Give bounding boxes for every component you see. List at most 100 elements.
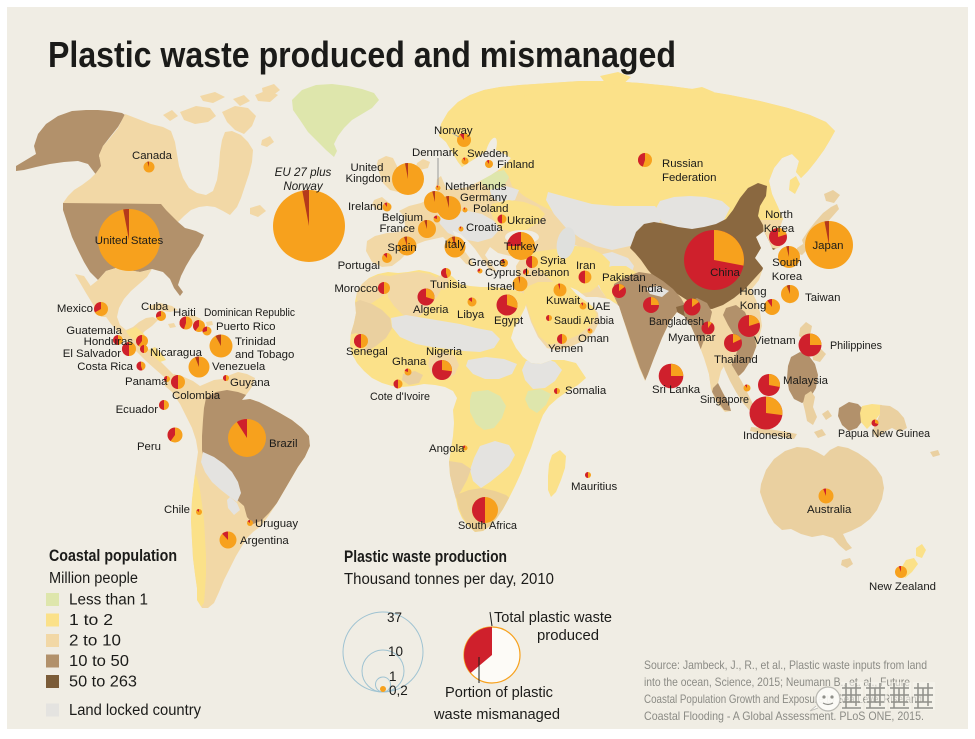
svg-text:Croatia: Croatia (466, 222, 503, 234)
svg-text:Korea: Korea (772, 271, 803, 283)
svg-text:Source: Jambeck, J., R., et al: Source: Jambeck, J., R., et al., Plastic… (644, 658, 927, 672)
svg-text:Mauritius: Mauritius (571, 481, 618, 493)
svg-text:Canada: Canada (132, 150, 173, 162)
svg-text:Puerto Rico: Puerto Rico (216, 321, 276, 333)
svg-text:United: United (351, 162, 384, 174)
svg-text:China: China (710, 267, 740, 279)
svg-text:Morocco: Morocco (334, 283, 378, 295)
svg-text:Plastic waste produced and mis: Plastic waste produced and mismanaged (48, 34, 676, 75)
svg-text:Oman: Oman (578, 333, 609, 345)
svg-text:Germany: Germany (460, 192, 507, 204)
svg-text:Mexico: Mexico (57, 303, 93, 315)
svg-text:Japan: Japan (812, 240, 843, 252)
svg-text:Malaysia: Malaysia (783, 375, 829, 387)
svg-text:Argentina: Argentina (240, 535, 289, 547)
svg-text:Taiwan: Taiwan (805, 292, 840, 304)
svg-text:Indonesia: Indonesia (743, 430, 793, 442)
svg-text:Coastal population: Coastal population (49, 547, 177, 565)
svg-text:United States: United States (95, 235, 164, 247)
svg-text:Poland: Poland (473, 203, 508, 215)
svg-text:Egypt: Egypt (494, 315, 524, 327)
svg-text:Brazil: Brazil (269, 438, 297, 450)
svg-text:Colombia: Colombia (172, 390, 221, 402)
svg-text:10: 10 (388, 644, 403, 659)
svg-text:Finland: Finland (497, 159, 534, 171)
svg-text:EU 27 plus: EU 27 plus (275, 166, 332, 179)
svg-text:North: North (765, 209, 793, 221)
svg-text:Italy: Italy (445, 239, 466, 251)
svg-text:Sweden: Sweden (467, 148, 508, 160)
svg-text:Russian: Russian (662, 158, 703, 170)
svg-text:Cuba: Cuba (141, 301, 169, 313)
svg-text:Ireland: Ireland (348, 201, 383, 213)
svg-text:Dominican Republic: Dominican Republic (204, 307, 295, 319)
svg-text:Cyprus: Cyprus (485, 267, 521, 279)
svg-text:Lebanon: Lebanon (525, 267, 569, 279)
svg-text:Less than 1: Less than 1 (69, 592, 148, 609)
svg-text:10 to 50: 10 to 50 (69, 653, 129, 670)
svg-text:Belgium: Belgium (382, 212, 423, 224)
svg-text:Somalia: Somalia (565, 385, 607, 397)
svg-text:Israel: Israel (487, 281, 515, 293)
svg-text:2 to 10: 2 to 10 (69, 633, 121, 650)
svg-text:UAE: UAE (587, 301, 611, 313)
svg-text:Haiti: Haiti (173, 307, 196, 319)
svg-text:Venezuela: Venezuela (212, 361, 266, 373)
svg-text:Angola: Angola (429, 443, 465, 455)
svg-text:Norway: Norway (283, 180, 324, 193)
svg-text:Guatemala: Guatemala (66, 325, 122, 337)
svg-text:France: France (380, 223, 415, 235)
svg-text:New Zealand: New Zealand (869, 581, 936, 593)
svg-text:Greece: Greece (468, 257, 505, 269)
svg-text:Iran: Iran (576, 260, 596, 272)
svg-text:Australia: Australia (807, 504, 852, 516)
svg-text:Ecuador: Ecuador (116, 404, 159, 416)
svg-text:produced: produced (537, 628, 599, 644)
svg-text:Norway: Norway (434, 125, 473, 137)
svg-text:Philippines: Philippines (830, 340, 882, 352)
svg-text:Libya: Libya (457, 309, 485, 321)
svg-text:Cote d'Ivoire: Cote d'Ivoire (370, 391, 430, 403)
svg-text:waste mismanaged: waste mismanaged (433, 707, 560, 723)
svg-text:India: India (638, 283, 663, 295)
svg-text:Bangladesh: Bangladesh (649, 316, 704, 328)
svg-text:Korea: Korea (764, 223, 795, 235)
svg-text:37: 37 (387, 610, 402, 625)
svg-text:Costa Rica: Costa Rica (77, 361, 133, 373)
svg-text:Thousand tonnes per day, 2010: Thousand tonnes per day, 2010 (344, 571, 554, 588)
svg-text:Hong: Hong (739, 286, 766, 298)
svg-text:Guyana: Guyana (230, 377, 271, 389)
svg-text:Yemen: Yemen (548, 343, 583, 355)
svg-text:50 to 263: 50 to 263 (69, 674, 137, 691)
svg-text:Ukraine: Ukraine (507, 215, 546, 227)
svg-text:Denmark: Denmark (412, 147, 459, 159)
svg-text:and Tobago: and Tobago (235, 349, 294, 361)
svg-text:El Salvador: El Salvador (63, 348, 121, 360)
svg-text:Ghana: Ghana (392, 356, 427, 368)
svg-text:Myanmar: Myanmar (668, 332, 716, 344)
svg-text:Panama: Panama (125, 376, 168, 388)
svg-text:Kingdom: Kingdom (346, 173, 391, 185)
svg-text:Total plastic waste: Total plastic waste (494, 610, 612, 626)
svg-text:Netherlands: Netherlands (445, 181, 507, 193)
svg-text:Spain: Spain (387, 242, 416, 254)
svg-text:Portugal: Portugal (338, 260, 380, 272)
svg-text:Singapore: Singapore (700, 394, 749, 406)
svg-text:Land locked country: Land locked country (69, 702, 201, 719)
svg-text:Vietnam: Vietnam (754, 335, 796, 347)
svg-text:Honduras: Honduras (84, 336, 134, 348)
svg-text:Uruguay: Uruguay (255, 518, 298, 530)
svg-text:Algeria: Algeria (413, 304, 449, 316)
svg-text:Senegal: Senegal (346, 346, 388, 358)
svg-text:South: South (772, 257, 802, 269)
svg-text:Thailand: Thailand (714, 354, 758, 366)
svg-text:Trinidad: Trinidad (235, 336, 276, 348)
svg-text:1: 1 (389, 669, 397, 684)
svg-text:1 to 2: 1 to 2 (69, 612, 113, 629)
svg-text:South Africa: South Africa (458, 520, 518, 532)
svg-text:Nigeria: Nigeria (426, 346, 463, 358)
svg-text:Pakistan: Pakistan (602, 272, 646, 284)
svg-text:Peru: Peru (137, 441, 161, 453)
svg-text:Coastal Flooding - A Global As: Coastal Flooding - A Global Assessment. … (644, 709, 924, 723)
svg-text:Turkey: Turkey (504, 241, 539, 253)
